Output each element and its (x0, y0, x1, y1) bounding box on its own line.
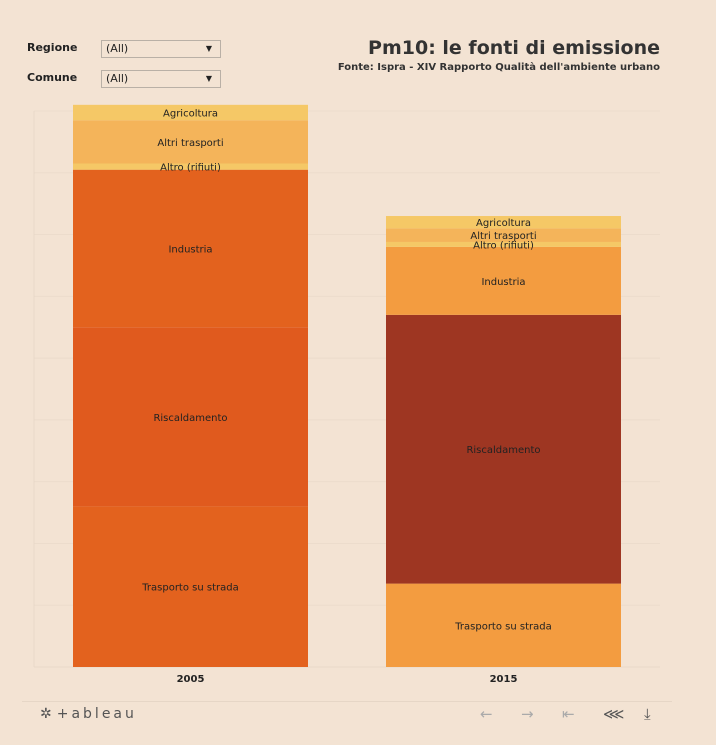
share-button[interactable]: ⋘ (603, 705, 624, 723)
tableau-logo[interactable]: ✲ +ableau (40, 706, 137, 722)
segment-label: Altro (rifiuti) (160, 163, 221, 174)
tableau-mark-icon: ✲ (40, 706, 55, 722)
download-button[interactable]: ⤓ (644, 705, 651, 723)
bar-segment (386, 314, 621, 584)
redo-button[interactable]: → (521, 705, 534, 723)
bar-segment (386, 216, 621, 229)
segment-label: Altri trasporti (157, 138, 223, 149)
segment-label: Industria (168, 244, 212, 255)
share-icon: ⋘ (603, 705, 625, 723)
segment-label: Agricoltura (476, 218, 531, 229)
redo-icon: → (521, 705, 534, 723)
chart-subtitle: Fonte: Ispra - XIV Rapporto Qualità dell… (337, 62, 660, 73)
segment-label: Trasporto su strada (141, 583, 238, 594)
tableau-toolbar: ✲ +ableau ← → ⇤ ⋘ ⤓ (22, 701, 672, 728)
bar-segment (73, 104, 308, 121)
regione-dropdown-value: (All) (106, 42, 129, 55)
bar-segment (73, 327, 308, 507)
segment-label: Altro (rifiuti) (473, 240, 534, 251)
regione-dropdown[interactable]: (All) ▼ (101, 40, 221, 58)
segment-label: Trasporto su strada (454, 621, 551, 632)
revert-button[interactable]: ⇤ (562, 705, 575, 723)
bar-segment (73, 163, 308, 170)
undo-button[interactable]: ← (480, 705, 493, 723)
bar-segment (73, 169, 308, 328)
bar-segment (386, 246, 621, 315)
bar-segment (386, 583, 621, 667)
undo-icon: ← (480, 705, 493, 723)
x-tick-label: 2015 (490, 674, 518, 685)
segment-label: Riscaldamento (466, 445, 540, 456)
chevron-down-icon: ▼ (205, 74, 212, 83)
download-icon: ⤓ (644, 705, 651, 723)
segment-label: Altri trasporti (470, 231, 536, 242)
filter-label-regione: Regione (27, 41, 78, 54)
segment-label: Riscaldamento (153, 413, 227, 424)
comune-dropdown-value: (All) (106, 72, 129, 85)
revert-icon: ⇤ (562, 705, 575, 723)
chevron-down-icon: ▼ (205, 44, 212, 53)
stacked-bar-chart: Trasporto su strada Riscaldamento Industri… (33, 104, 660, 685)
segment-label: Industria (481, 277, 525, 288)
bar-segment (73, 120, 308, 164)
filter-label-comune: Comune (27, 71, 78, 84)
chart-title: Pm10: le fonti di emissione (368, 37, 660, 59)
comune-dropdown[interactable]: (All) ▼ (101, 70, 221, 88)
x-tick-label: 2005 (177, 674, 205, 685)
bar-segment (73, 506, 308, 667)
bar-segment (386, 241, 621, 247)
tableau-brand-text: +ableau (56, 706, 137, 722)
bar-segment (386, 228, 621, 242)
segment-label: Agricoltura (163, 109, 218, 120)
